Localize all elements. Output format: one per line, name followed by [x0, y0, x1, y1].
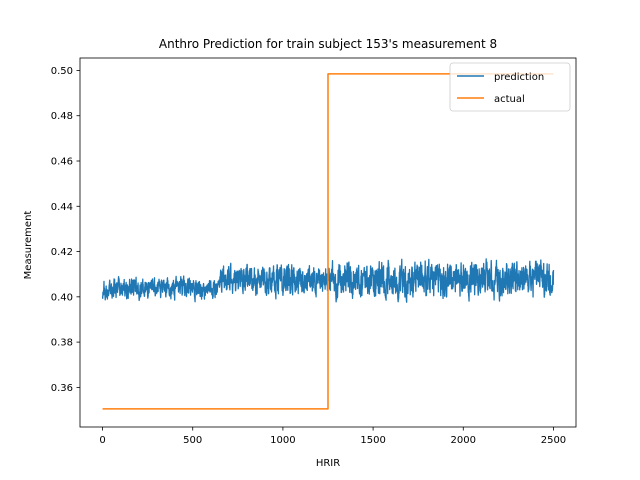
x-tick-label: 2000: [451, 435, 476, 446]
x-tick-label: 0: [99, 435, 105, 446]
x-tick-label: 1000: [270, 435, 295, 446]
series-line-actual: [102, 73, 554, 410]
y-tick-label: 0.36: [51, 383, 73, 394]
y-tick-label: 0.44: [51, 202, 73, 213]
x-tick-label: 2500: [541, 435, 566, 446]
x-axis: 0 500 1000 1500 2000 2500: [99, 427, 566, 446]
y-tick-label: 0.48: [51, 111, 73, 122]
chart-title: Anthro Prediction for train subject 153'…: [159, 37, 497, 51]
plot-area: [79, 57, 577, 428]
x-tick-label: 1500: [360, 435, 385, 446]
y-tick-label: 0.42: [51, 247, 73, 258]
y-tick-label: 0.38: [51, 338, 73, 349]
y-tick-label: 0.40: [51, 292, 73, 303]
y-tick-label: 0.50: [51, 66, 73, 77]
legend-label-prediction: prediction: [494, 72, 544, 83]
y-axis: 0.36 0.38 0.40 0.42 0.44 0.46 0.48 0.50: [51, 66, 80, 394]
legend-box: [449, 62, 571, 112]
y-axis-label: Measurement: [23, 211, 34, 280]
legend-label-actual: actual: [494, 94, 525, 105]
plot-frame: [79, 57, 577, 428]
x-axis-label: HRIR: [316, 458, 340, 469]
x-tick-label: 500: [183, 435, 202, 446]
y-tick-label: 0.46: [51, 157, 73, 168]
legend: prediction actual: [449, 62, 571, 112]
